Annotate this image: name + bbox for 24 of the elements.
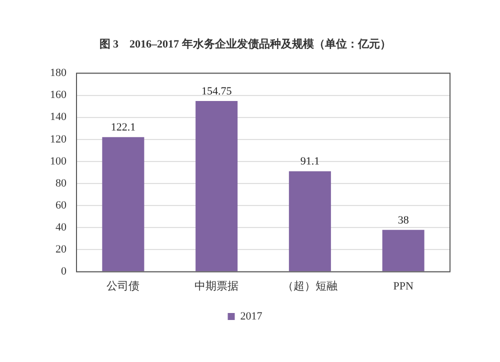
bar — [102, 137, 144, 272]
x-tick-label: 中期票据 — [194, 279, 239, 292]
x-tick-label: PPN — [393, 280, 414, 292]
bar — [288, 171, 331, 272]
chart-title: 图 3 2016–2017 年水务企业发债品种及规模（单位：亿元） — [99, 37, 391, 50]
legend-label: 2017 — [240, 310, 263, 322]
y-tick-label: 60 — [56, 199, 67, 212]
y-tick-label: 180 — [50, 67, 67, 80]
y-tick-label: 160 — [50, 89, 67, 102]
y-tick-label: 80 — [56, 177, 67, 190]
y-tick-label: 140 — [50, 111, 67, 124]
data-label: 154.75 — [201, 85, 232, 98]
x-tick-label: 公司债 — [106, 280, 140, 292]
x-tick-label: （超）短融 — [282, 280, 338, 292]
y-tick-label: 0 — [61, 266, 67, 278]
y-tick-label: 120 — [50, 133, 67, 146]
data-label: 122.1 — [110, 121, 136, 134]
y-tick-label: 40 — [56, 222, 67, 234]
bar — [382, 230, 424, 272]
data-label: 91.1 — [300, 156, 320, 168]
y-tick-label: 100 — [50, 155, 67, 168]
data-label: 38 — [398, 214, 410, 226]
bar — [196, 101, 238, 272]
y-tick-label: 20 — [56, 244, 67, 256]
